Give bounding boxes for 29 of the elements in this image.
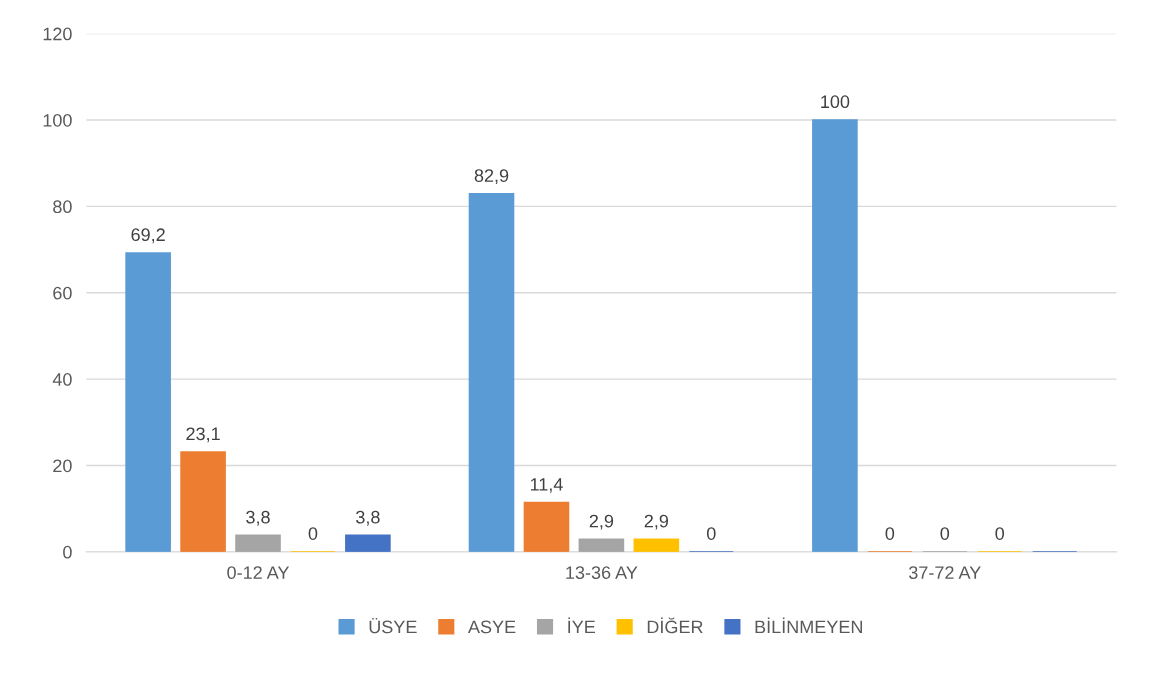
data-label: 2,9 <box>589 514 614 530</box>
data-label: 23,1 <box>186 427 220 443</box>
data-label: 100 <box>821 95 850 109</box>
x-tick-label: 13-36 AY <box>566 566 638 580</box>
data-label: 0 <box>308 527 318 540</box>
data-label: 11,4 <box>530 478 563 493</box>
x-tick-label: 37-72 AY <box>908 566 981 580</box>
y-tick-label: 20 <box>53 459 72 473</box>
y-tick-label: 0 <box>63 545 72 559</box>
y-tick-label: 100 <box>43 113 72 127</box>
data-label: 0 <box>706 527 716 540</box>
y-tick-label: 120 <box>43 27 72 41</box>
legend-label: DİĞER <box>647 617 703 634</box>
data-label: 0 <box>940 527 950 540</box>
y-tick-label: 40 <box>52 373 72 386</box>
y-tick-label: 60 <box>53 286 72 300</box>
data-label: 3,8 <box>356 510 380 526</box>
data-label: 0 <box>885 527 895 540</box>
legend-label: İYE <box>568 617 596 634</box>
legend-label: ASYE <box>468 620 516 634</box>
legend-label: BİLİNMEYEN <box>755 617 862 634</box>
y-tick-label: 80 <box>53 200 72 214</box>
data-label: 69,2 <box>131 228 165 244</box>
x-tick-label: 0-12 AY <box>227 566 290 580</box>
data-label: 3,8 <box>246 510 270 526</box>
legend-label: ÜSYE <box>369 618 417 634</box>
data-label: 2,9 <box>644 514 669 530</box>
data-label: 82,9 <box>474 169 509 185</box>
data-label: 0 <box>995 527 1005 540</box>
